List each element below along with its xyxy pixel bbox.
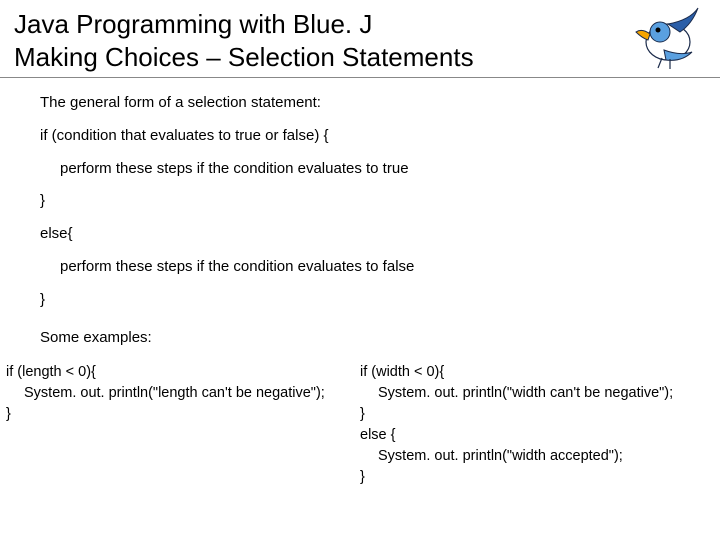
- code-line: if (length < 0){: [6, 362, 360, 383]
- bluej-logo-icon: [620, 2, 710, 70]
- examples-row: if (length < 0){ System. out. println("l…: [0, 362, 720, 488]
- slide-body: The general form of a selection statemen…: [0, 78, 720, 348]
- code-line: }: [360, 467, 714, 488]
- true-branch-body: perform these steps if the condition eva…: [60, 160, 692, 179]
- code-line: System. out. println("length can't be ne…: [6, 383, 360, 404]
- example-left: if (length < 0){ System. out. println("l…: [6, 362, 360, 488]
- examples-heading: Some examples:: [40, 329, 692, 348]
- slide-header: Java Programming with Blue. J Making Cho…: [0, 0, 720, 78]
- title-line-1: Java Programming with Blue. J: [14, 8, 706, 41]
- code-line: System. out. println("width can't be neg…: [360, 383, 714, 404]
- else-open-line: else{: [40, 225, 692, 244]
- title-line-2: Making Choices – Selection Statements: [14, 41, 706, 74]
- if-close-brace: }: [40, 192, 692, 211]
- else-close-brace: }: [40, 291, 692, 310]
- code-line: else {: [360, 425, 714, 446]
- false-branch-body: perform these steps if the condition eva…: [60, 258, 692, 277]
- if-open-line: if (condition that evaluates to true or …: [40, 127, 692, 146]
- intro-text: The general form of a selection statemen…: [40, 94, 692, 113]
- code-line: System. out. println("width accepted");: [360, 446, 714, 467]
- code-line: if (width < 0){: [360, 362, 714, 383]
- code-line: }: [6, 404, 360, 425]
- example-right: if (width < 0){ System. out. println("wi…: [360, 362, 714, 488]
- code-line: }: [360, 404, 714, 425]
